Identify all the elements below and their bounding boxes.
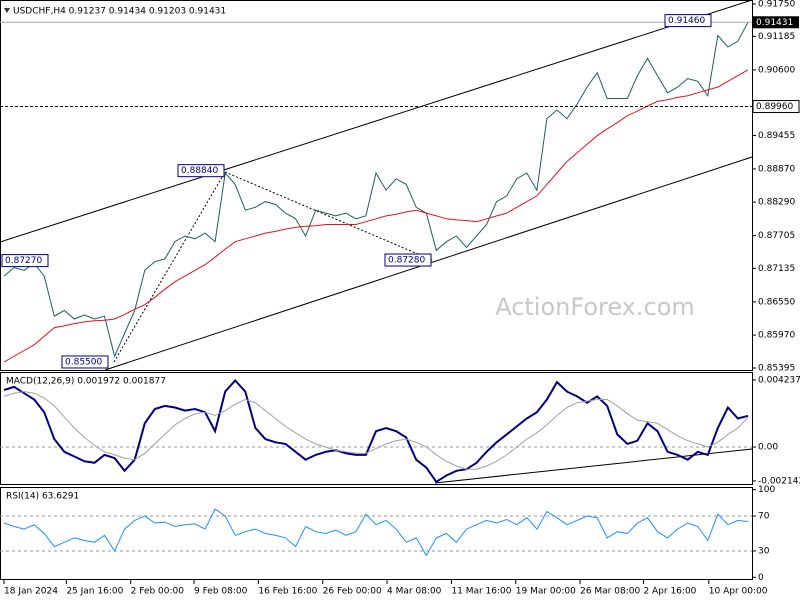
macd-trendline: [434, 448, 753, 484]
y-tick-label: 0: [758, 573, 764, 583]
watermark: ActionForex.com: [495, 293, 695, 321]
y-tick-label: 30: [758, 547, 770, 557]
x-tick-label: 11 Mar 16:00: [451, 587, 511, 597]
y-tick-label: 0.87705: [758, 231, 795, 241]
rsi-panel: [0, 487, 753, 580]
x-tick-label: 18 Jan 2024: [4, 587, 58, 597]
x-tick-label: 25 Jan 16:00: [66, 587, 123, 597]
rsi-title: RSI(14) 63.6291: [6, 492, 79, 502]
y-tick-label: 0.87135: [758, 264, 795, 274]
x-tick-label: 10 Apr 00:00: [709, 587, 768, 597]
annotation-label: 0.87280: [388, 256, 425, 266]
y-tick-label: 0.91185: [758, 32, 795, 42]
y-tick-label: 0.88290: [758, 198, 795, 208]
annotation-box: [664, 14, 712, 28]
swing-line: [224, 171, 433, 261]
channel-upper: [0, 0, 753, 243]
x-tick-label: 2 Apr 16:00: [643, 587, 696, 597]
annotation-box: [1, 254, 49, 268]
x-tick-label: 2 Feb 00:00: [131, 587, 185, 597]
chart-title: USDCHF,H4 0.91237 0.91434 0.91203 0.9143…: [13, 7, 226, 17]
macd-title: MACD(12,26,9) 0.001972 0.001877: [6, 377, 166, 387]
y-tick-label: 0.00: [758, 443, 778, 453]
level-box: [752, 100, 800, 114]
series-line: [3, 379, 749, 484]
y-tick-label: 0.91750: [758, 0, 795, 10]
annotation-label: 0.85500: [65, 357, 102, 367]
symbol-icon: [4, 8, 10, 13]
last-price-label: 0.91431: [756, 18, 793, 28]
x-tick-label: 26 Feb 00:00: [323, 587, 382, 597]
y-tick-label: 0.86550: [758, 297, 795, 307]
annotation-label: 0.87270: [5, 256, 42, 266]
macd-panel: [0, 372, 753, 485]
x-tick-label: 16 Feb 16:00: [258, 587, 317, 597]
annotation-label: 0.88840: [181, 166, 218, 176]
annotation-box: [61, 355, 109, 369]
y-tick-label: 0.89455: [758, 131, 795, 141]
y-tick-label: 0.004237: [758, 375, 800, 385]
y-tick-label: 0.88870: [758, 164, 795, 174]
y-tick-label: 0.85395: [758, 363, 795, 373]
series-line: [3, 508, 749, 557]
annotation-label: 0.91460: [668, 16, 705, 26]
y-tick-label: 0.85970: [758, 331, 795, 341]
swing-line: [113, 171, 226, 363]
series-line: [3, 69, 749, 363]
x-tick-label: 9 Feb 08:00: [194, 587, 248, 597]
series-line: [3, 22, 749, 358]
y-tick-label: 100: [758, 485, 775, 495]
level-label: 0.89960: [756, 102, 793, 112]
x-tick-label: 4 Mar 08:00: [387, 587, 442, 597]
y-tick-label: -0.002142: [758, 476, 800, 486]
x-tick-label: 26 Mar 08:00: [580, 587, 640, 597]
y-tick-label: 0.90600: [758, 65, 795, 75]
y-tick-label: 70: [758, 511, 770, 521]
last-price-box: [753, 16, 799, 29]
annotation-box: [177, 164, 225, 178]
annotation-box: [384, 253, 432, 267]
x-tick-label: 19 Mar 00:00: [516, 587, 576, 597]
price-panel: [0, 0, 753, 371]
series-line: [3, 391, 749, 470]
